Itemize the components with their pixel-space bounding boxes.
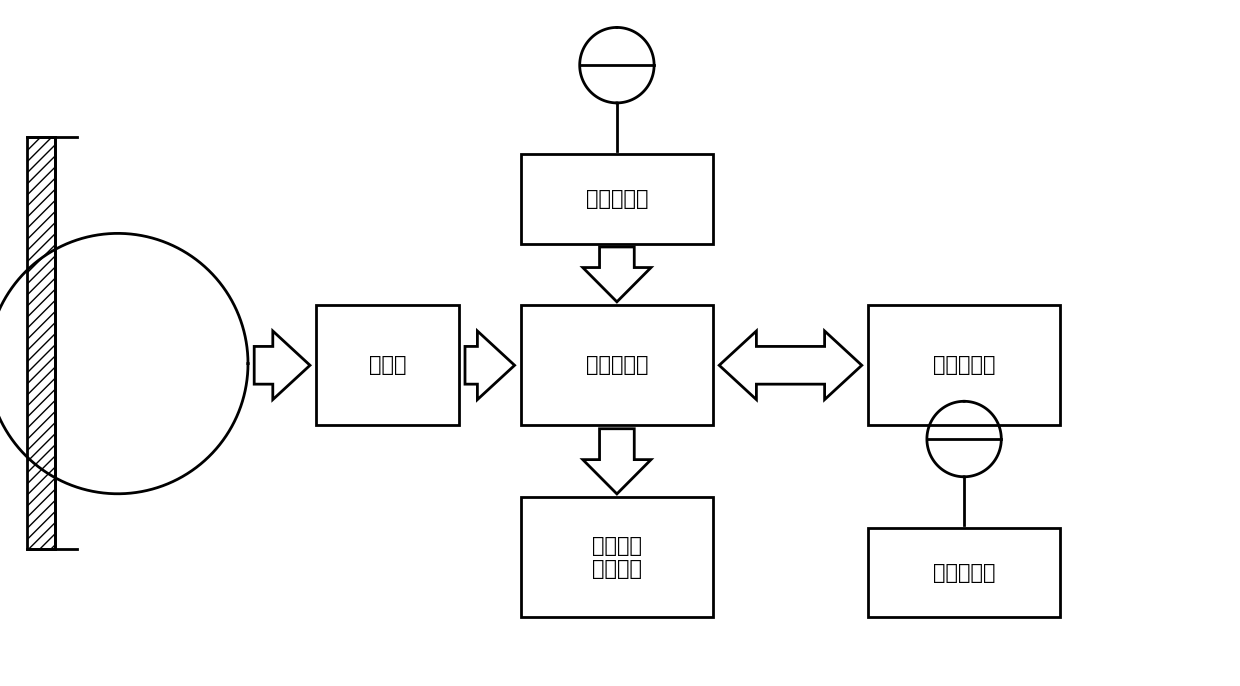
Text: 前台控制器: 前台控制器 [585,355,649,375]
Polygon shape [583,247,651,302]
Text: 阳极框架
下降控制: 阳极框架 下降控制 [591,536,642,579]
Bar [521,154,713,244]
Bar [521,305,713,425]
Bar [521,497,713,617]
Text: 后台控制器: 后台控制器 [932,355,996,375]
Polygon shape [719,331,862,399]
Text: 传感器: 传感器 [368,355,407,375]
Polygon shape [465,331,515,399]
Polygon shape [254,331,310,399]
Bar [868,305,1060,425]
Bar [316,305,459,425]
Bar [27,137,55,549]
Bar [868,528,1060,617]
Text: 无线比较基: 无线比较基 [932,563,996,583]
Polygon shape [583,429,651,494]
Text: 通讯控制器: 通讯控制器 [585,189,649,209]
